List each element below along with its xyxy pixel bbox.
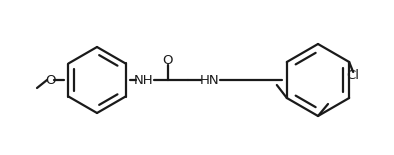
Text: NH: NH [134,73,154,86]
Text: HN: HN [200,73,220,86]
Text: Cl: Cl [347,69,360,82]
Text: O: O [45,73,55,86]
Text: O: O [163,53,173,66]
